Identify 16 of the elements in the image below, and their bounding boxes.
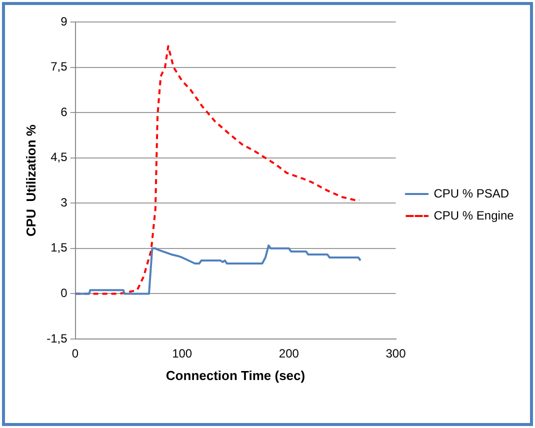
y-tick-label: 1,5: [50, 240, 68, 255]
x-tick-label: 100: [172, 346, 192, 361]
y-tick-label: 9: [60, 14, 68, 28]
legend-label: CPU % Engine: [434, 208, 514, 222]
y-tick-label: 7,5: [50, 60, 68, 74]
x-tick-label: 300: [386, 346, 406, 361]
x-axis-title: Connection Time (sec): [166, 368, 306, 383]
x-tick-label: 0: [72, 346, 79, 361]
y-tick-label: 6: [60, 104, 68, 119]
y-tick-label: -1,5: [46, 331, 68, 346]
y-axis-title: CPU Utilization %: [23, 124, 38, 236]
y-tick-label: 0: [60, 286, 68, 300]
legend-label: CPU % PSAD: [434, 186, 510, 200]
y-tick-label: 3: [60, 195, 68, 210]
x-tick-label: 200: [278, 346, 300, 361]
y-tick-label: 4,5: [50, 150, 68, 164]
